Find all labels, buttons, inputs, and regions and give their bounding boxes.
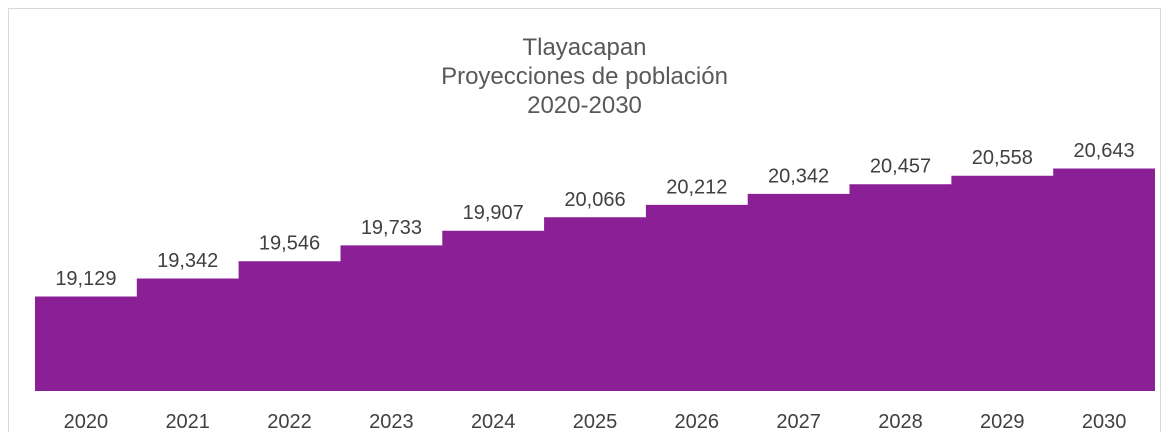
value-label-2022: 19,546 (259, 233, 320, 255)
value-label-2029: 20,558 (972, 147, 1033, 169)
x-tick-label-2024: 2024 (471, 411, 516, 432)
value-label-2027: 20,342 (768, 165, 829, 187)
chart-title-line-1: Tlayacapan (522, 34, 647, 61)
chart-title: Tlayacapan Proyecciones de población 202… (0, 33, 1169, 120)
value-label-2025: 20,066 (564, 189, 625, 211)
x-tick-label-2028: 2028 (878, 411, 923, 432)
x-tick-label-2022: 2022 (267, 411, 312, 432)
x-tick-label-2026: 2026 (675, 411, 720, 432)
x-tick-label-2021: 2021 (165, 411, 210, 432)
x-tick-label-2029: 2029 (980, 411, 1025, 432)
population-area (35, 169, 1155, 391)
value-label-2024: 19,907 (463, 202, 524, 224)
value-label-2026: 20,212 (666, 176, 727, 198)
x-tick-label-2020: 2020 (64, 411, 109, 432)
chart-title-line-2: Proyecciones de población (441, 63, 728, 90)
x-tick-label-2027: 2027 (776, 411, 821, 432)
x-tick-label-2030: 2030 (1082, 411, 1127, 432)
chart-title-line-3: 2020-2030 (527, 92, 642, 119)
x-tick-label-2025: 2025 (573, 411, 618, 432)
value-label-2021: 19,342 (157, 250, 218, 272)
value-label-2030: 20,643 (1074, 140, 1135, 162)
x-tick-label-2023: 2023 (369, 411, 414, 432)
value-label-2020: 19,129 (55, 268, 116, 290)
value-label-2023: 19,733 (361, 217, 422, 239)
value-label-2028: 20,457 (870, 156, 931, 178)
